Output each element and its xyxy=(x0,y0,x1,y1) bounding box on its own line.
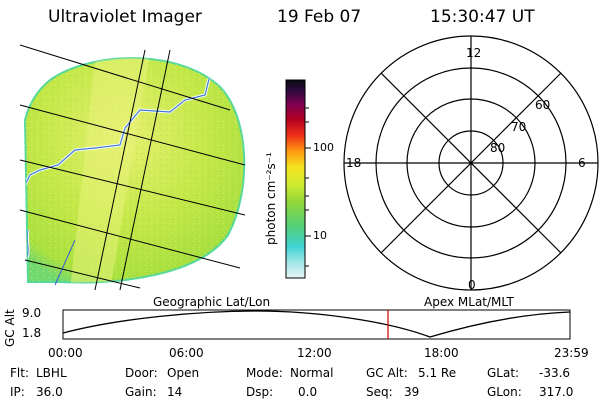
filter-value: LBHL xyxy=(36,366,67,380)
altitude-strip xyxy=(62,309,571,340)
time-tick-1: 06:00 xyxy=(169,346,204,360)
geographic-label: Geographic Lat/Lon xyxy=(153,295,271,309)
mlt-label-6: 6 xyxy=(578,156,586,170)
glat-label: GLat: xyxy=(487,366,520,380)
time-label: 15:30:47 UT xyxy=(430,7,535,27)
dsp-label: Dsp: xyxy=(246,385,274,399)
glat-value: -33.6 xyxy=(539,366,571,380)
seq-value: 39 xyxy=(404,385,420,399)
date-label: 19 Feb 07 xyxy=(277,7,362,27)
polar-plot xyxy=(343,35,599,291)
alt-ymin: 1.8 xyxy=(22,326,42,340)
colorbar-tick-10: 10 xyxy=(313,229,327,242)
door-label: Door: xyxy=(125,366,158,380)
colorbar-unit-label: photon cm⁻²s⁻¹ xyxy=(264,152,278,245)
earth-image xyxy=(19,44,246,291)
gcalt-value: 5.1 Re xyxy=(418,366,457,380)
mlat-label-60: 60 xyxy=(535,98,551,112)
time-tick-0: 00:00 xyxy=(48,346,83,360)
time-tick-2: 12:00 xyxy=(297,346,332,360)
colorbar xyxy=(285,79,311,279)
door-value: Open xyxy=(167,366,200,380)
filter-label: Flt: xyxy=(10,366,29,380)
mlt-label-12: 12 xyxy=(466,46,482,60)
time-tick-4: 23:59 xyxy=(554,346,589,360)
mlat-label-70: 70 xyxy=(511,120,527,134)
glon-value: 317.0 xyxy=(539,385,574,399)
dsp-value: 0.0 xyxy=(298,385,318,399)
colorbar-tick-100: 100 xyxy=(313,141,334,154)
ip-label: IP: xyxy=(10,385,25,399)
seq-label: Seq: xyxy=(366,385,393,399)
gain-value: 14 xyxy=(167,385,183,399)
time-tick-3: 18:00 xyxy=(424,346,459,360)
gc-alt-axis-label: GC Alt xyxy=(3,309,17,347)
mlt-label-0: 0 xyxy=(468,278,476,292)
mode-label: Mode: xyxy=(246,366,283,380)
gcalt-label: GC Alt: xyxy=(366,366,408,380)
mode-value: Normal xyxy=(290,366,334,380)
ip-value: 36.0 xyxy=(36,385,63,399)
mlat-label-80: 80 xyxy=(490,141,506,155)
apex-label: Apex MLat/MLT xyxy=(424,295,514,309)
mlt-label-18: 18 xyxy=(346,156,362,170)
glon-label: GLon: xyxy=(487,385,522,399)
instrument-title: Ultraviolet Imager xyxy=(48,7,202,27)
gain-label: Gain: xyxy=(125,385,157,399)
alt-ymax: 9.0 xyxy=(22,306,42,320)
